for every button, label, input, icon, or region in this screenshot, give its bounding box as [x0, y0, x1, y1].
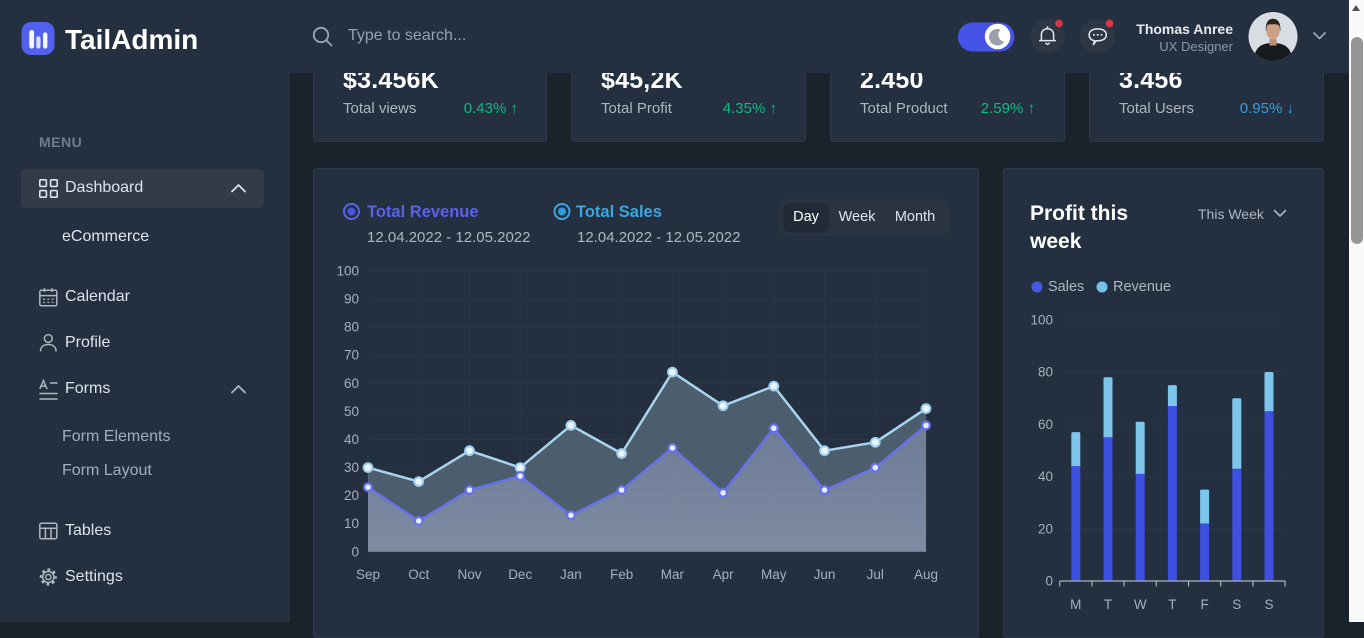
- svg-text:60: 60: [344, 376, 359, 391]
- svg-text:70: 70: [344, 348, 359, 363]
- svg-text:Feb: Feb: [610, 567, 633, 582]
- svg-text:Nov: Nov: [457, 567, 481, 582]
- svg-text:Apr: Apr: [713, 567, 735, 582]
- svg-text:40: 40: [1038, 469, 1053, 484]
- svg-text:M: M: [1070, 597, 1081, 612]
- svg-text:20: 20: [344, 488, 359, 503]
- svg-text:Oct: Oct: [408, 567, 429, 582]
- svg-text:20: 20: [1038, 521, 1053, 536]
- svg-text:Jul: Jul: [867, 567, 884, 582]
- svg-text:S: S: [1232, 597, 1241, 612]
- svg-text:W: W: [1134, 597, 1147, 612]
- svg-text:0: 0: [1045, 574, 1053, 589]
- svg-text:50: 50: [344, 404, 359, 419]
- svg-text:T: T: [1168, 597, 1176, 612]
- svg-text:100: 100: [336, 264, 359, 279]
- svg-text:10: 10: [344, 516, 359, 531]
- svg-text:30: 30: [344, 460, 359, 475]
- svg-text:Mar: Mar: [661, 567, 685, 582]
- svg-text:T: T: [1104, 597, 1112, 612]
- svg-text:40: 40: [344, 432, 359, 447]
- svg-text:100: 100: [1030, 312, 1053, 327]
- svg-text:S: S: [1264, 597, 1273, 612]
- svg-text:0: 0: [351, 544, 359, 559]
- svg-text:Dec: Dec: [508, 567, 532, 582]
- svg-text:F: F: [1200, 597, 1208, 612]
- svg-text:90: 90: [344, 292, 359, 307]
- svg-text:Jun: Jun: [814, 567, 836, 582]
- svg-text:Sep: Sep: [356, 567, 380, 582]
- svg-text:Aug: Aug: [914, 567, 938, 582]
- svg-text:60: 60: [1038, 417, 1053, 432]
- svg-text:Jan: Jan: [560, 567, 582, 582]
- svg-text:80: 80: [344, 320, 359, 335]
- svg-text:May: May: [761, 567, 787, 582]
- svg-text:80: 80: [1038, 365, 1053, 380]
